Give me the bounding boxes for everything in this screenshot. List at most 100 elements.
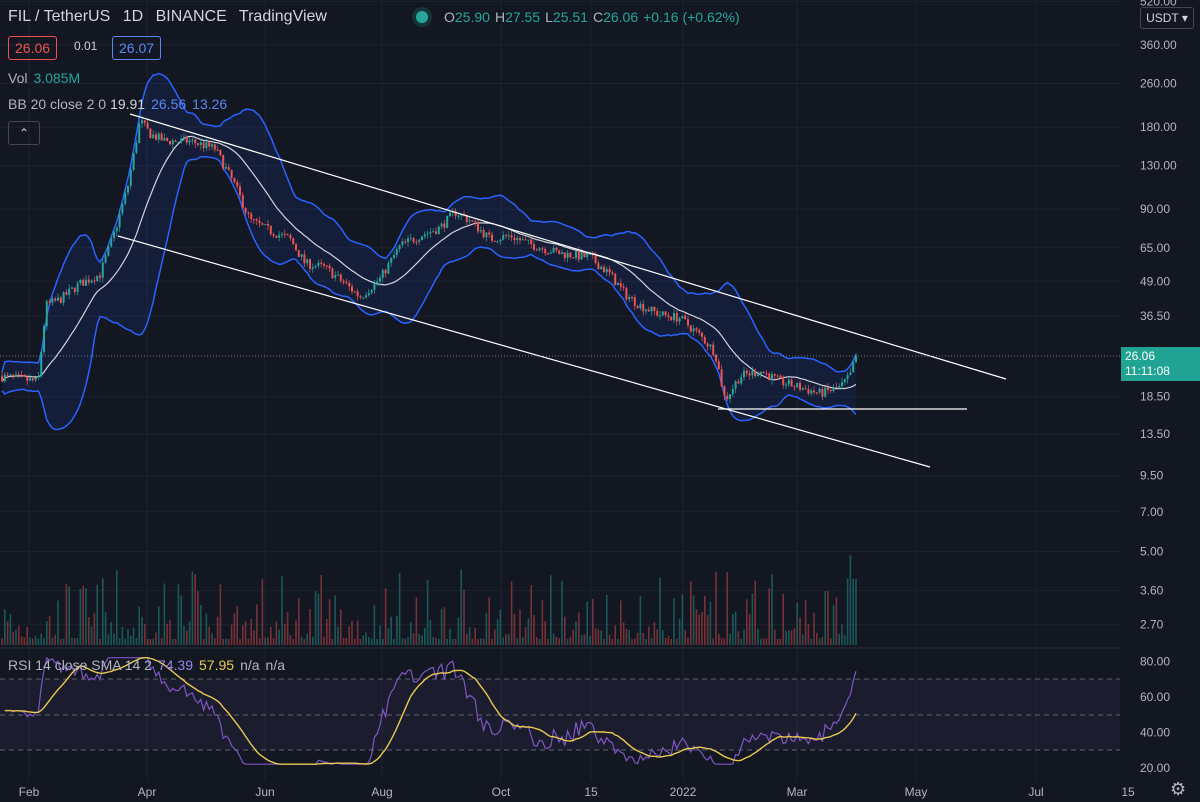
volume-bar [569,636,572,645]
candle-body [432,231,435,233]
candle-body [437,226,440,234]
candle-body [236,182,239,187]
time-tick-label: Oct [492,785,511,799]
volume-bar [88,617,90,645]
ohlc-values: O25.90 H27.55 L25.51 C26.06 +0.16 (+0.62%) [410,9,745,25]
rsi-legend[interactable]: RSI 14 close SMA 14 2 74.39 57.95 n/a n/a [8,657,285,673]
candle-body [390,257,393,263]
candle-body [544,248,547,254]
volume-bar [659,577,661,645]
volume-bar [443,607,446,645]
volume-bar [107,634,110,645]
price-axis[interactable]: 520.00 360.00 260.00 180.00 130.00 90.00 65.00… [1140,0,1177,632]
volume-bar [163,583,166,645]
candle-body [393,255,395,258]
rsi-tick-label: 20.00 [1140,761,1170,775]
volume-bar [760,638,762,645]
volume-bar [670,638,672,645]
volume-bar [432,637,434,645]
time-tick-label: Aug [371,785,392,799]
rsi-levels [0,678,1120,751]
candle-body [407,238,409,243]
volume-bar [242,625,244,645]
gear-icon[interactable]: ⚙ [1170,779,1187,799]
candle-body [642,303,645,312]
candle-body [479,229,482,232]
candle-body [533,244,535,250]
candle-body [415,241,418,243]
volume-bar [219,584,222,645]
channel-lower-trendline[interactable] [117,235,931,468]
volume-bar [20,636,23,645]
candle-body [617,283,619,286]
volume-bar [166,623,168,645]
currency-select[interactable]: USDT ▾ [1140,7,1194,29]
volume-bar [824,591,826,645]
time-tick-label: Feb [19,785,40,799]
volume-bar [415,597,418,645]
candle-body [306,259,309,264]
volume-bar [348,626,350,645]
volume-bar [379,625,381,645]
symbol-name[interactable]: FIL / TetherUS [8,8,111,25]
volume-bar [527,618,530,645]
volume-bar [841,624,843,645]
spread-value: 0.01 [74,39,98,53]
volume-bar [594,628,597,645]
volume-bar [261,579,264,645]
candle-body [166,137,169,141]
channel-upper-trendline[interactable] [129,113,1007,380]
volume-bar [754,580,756,645]
time-axis[interactable]: Feb Apr Jun Aug Oct 15 2022 Mar May Jul 15 [19,785,1135,799]
candle-body [17,374,20,376]
volume-bar [225,638,227,645]
candle-body [138,123,141,143]
volume-bar [40,633,42,645]
volume-bar [799,617,801,645]
candle-body [90,280,93,283]
interval[interactable]: 1D [122,8,144,25]
volume-legend[interactable]: Vol 3.085M [8,70,81,86]
volume-bar [580,634,583,645]
candle-body [289,235,292,239]
sell-price-button[interactable]: 26.06 [8,36,58,60]
volume-bar [818,638,821,645]
volume-bar [516,638,518,645]
volume-bar [561,580,563,645]
volume-bar [382,638,384,645]
candle-body [678,318,681,322]
candle-body [367,292,370,296]
candle-body [227,167,230,170]
volume-bar [648,626,650,645]
volume-bar [692,595,695,645]
candle-body [541,248,544,250]
volume-bar [435,638,437,645]
volume-bar [256,604,258,645]
candle-body [449,212,451,216]
candle-body [689,325,692,332]
candle-body [255,219,258,221]
candle-body [650,306,653,312]
buy-price-button[interactable]: 26.07 [112,36,162,60]
volume-bar [816,632,818,645]
candle-body [412,238,415,242]
bb-legend[interactable]: BB 20 close 2 0 19.91 26.56 13.26 [8,96,228,112]
chevron-up-icon[interactable]: ⌃ [8,121,40,145]
volume-bar [74,638,76,645]
candle-body [608,268,611,273]
candle-body [163,137,166,141]
volume-bar [460,569,462,645]
volume-bar [662,630,664,645]
volume-bar [239,638,241,645]
candle-body [731,388,734,395]
volume-bar [236,606,238,645]
time-tick-label: 15 [1121,785,1135,799]
volume-bar [849,555,852,645]
volume-bar [634,638,636,645]
volume-bar [592,598,594,645]
candle-body [527,239,530,241]
candle-body [720,369,723,387]
volume-bar [667,635,670,645]
candle-body [799,383,801,390]
